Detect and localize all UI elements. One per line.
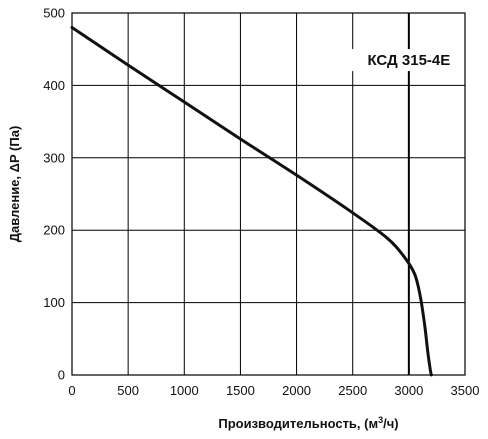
x-tick-label: 3000 bbox=[394, 383, 423, 398]
y-axis-title: Давление, ΔP (Па) bbox=[7, 126, 22, 243]
plot-border bbox=[71, 12, 466, 376]
x-axis-title-superscript: 3 bbox=[378, 415, 383, 425]
x-tick-label: 1500 bbox=[226, 383, 255, 398]
reference-label: КСД 315-4Е bbox=[367, 52, 450, 69]
y-tick-label: 200 bbox=[43, 223, 65, 238]
x-tick-label: 3500 bbox=[451, 383, 480, 398]
y-tick-label: 500 bbox=[43, 6, 65, 21]
y-tick-label: 400 bbox=[43, 78, 65, 93]
y-tick-label: 100 bbox=[43, 295, 65, 310]
x-tick-label: 2000 bbox=[282, 383, 311, 398]
series-line bbox=[70, 25, 433, 377]
tick-labels: 0 500 1000 1500 2000 2500 3000 3500 0 100 200 300 40… bbox=[43, 6, 479, 399]
reference-label-background bbox=[336, 49, 481, 72]
x-axis-title-tail: /ч) bbox=[383, 416, 399, 431]
x-tick-label: 2500 bbox=[338, 383, 367, 398]
x-tick-label: 1000 bbox=[170, 383, 199, 398]
x-axis-title-main: Производительность, (м bbox=[218, 416, 378, 431]
y-tick-label: 0 bbox=[58, 368, 65, 383]
x-tick-label: 0 bbox=[68, 383, 75, 398]
x-axis-title: Производительность, (м3/ч) bbox=[218, 415, 398, 431]
y-tick-label: 300 bbox=[43, 150, 65, 165]
x-tick-label: 500 bbox=[117, 383, 139, 398]
